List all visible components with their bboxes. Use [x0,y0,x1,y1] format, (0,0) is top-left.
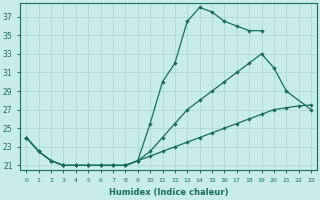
X-axis label: Humidex (Indice chaleur): Humidex (Indice chaleur) [109,188,228,197]
